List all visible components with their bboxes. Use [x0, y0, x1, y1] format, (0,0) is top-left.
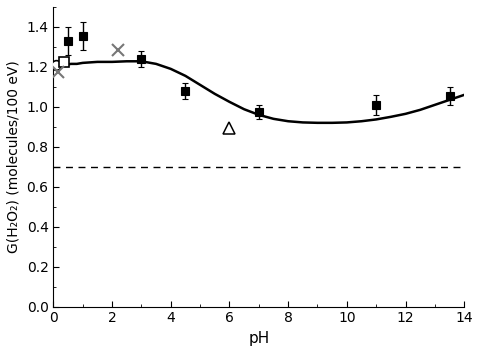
Y-axis label: G(H₂O₂) (molecules/100 eV): G(H₂O₂) (molecules/100 eV) — [7, 60, 21, 253]
X-axis label: pH: pH — [248, 331, 269, 346]
